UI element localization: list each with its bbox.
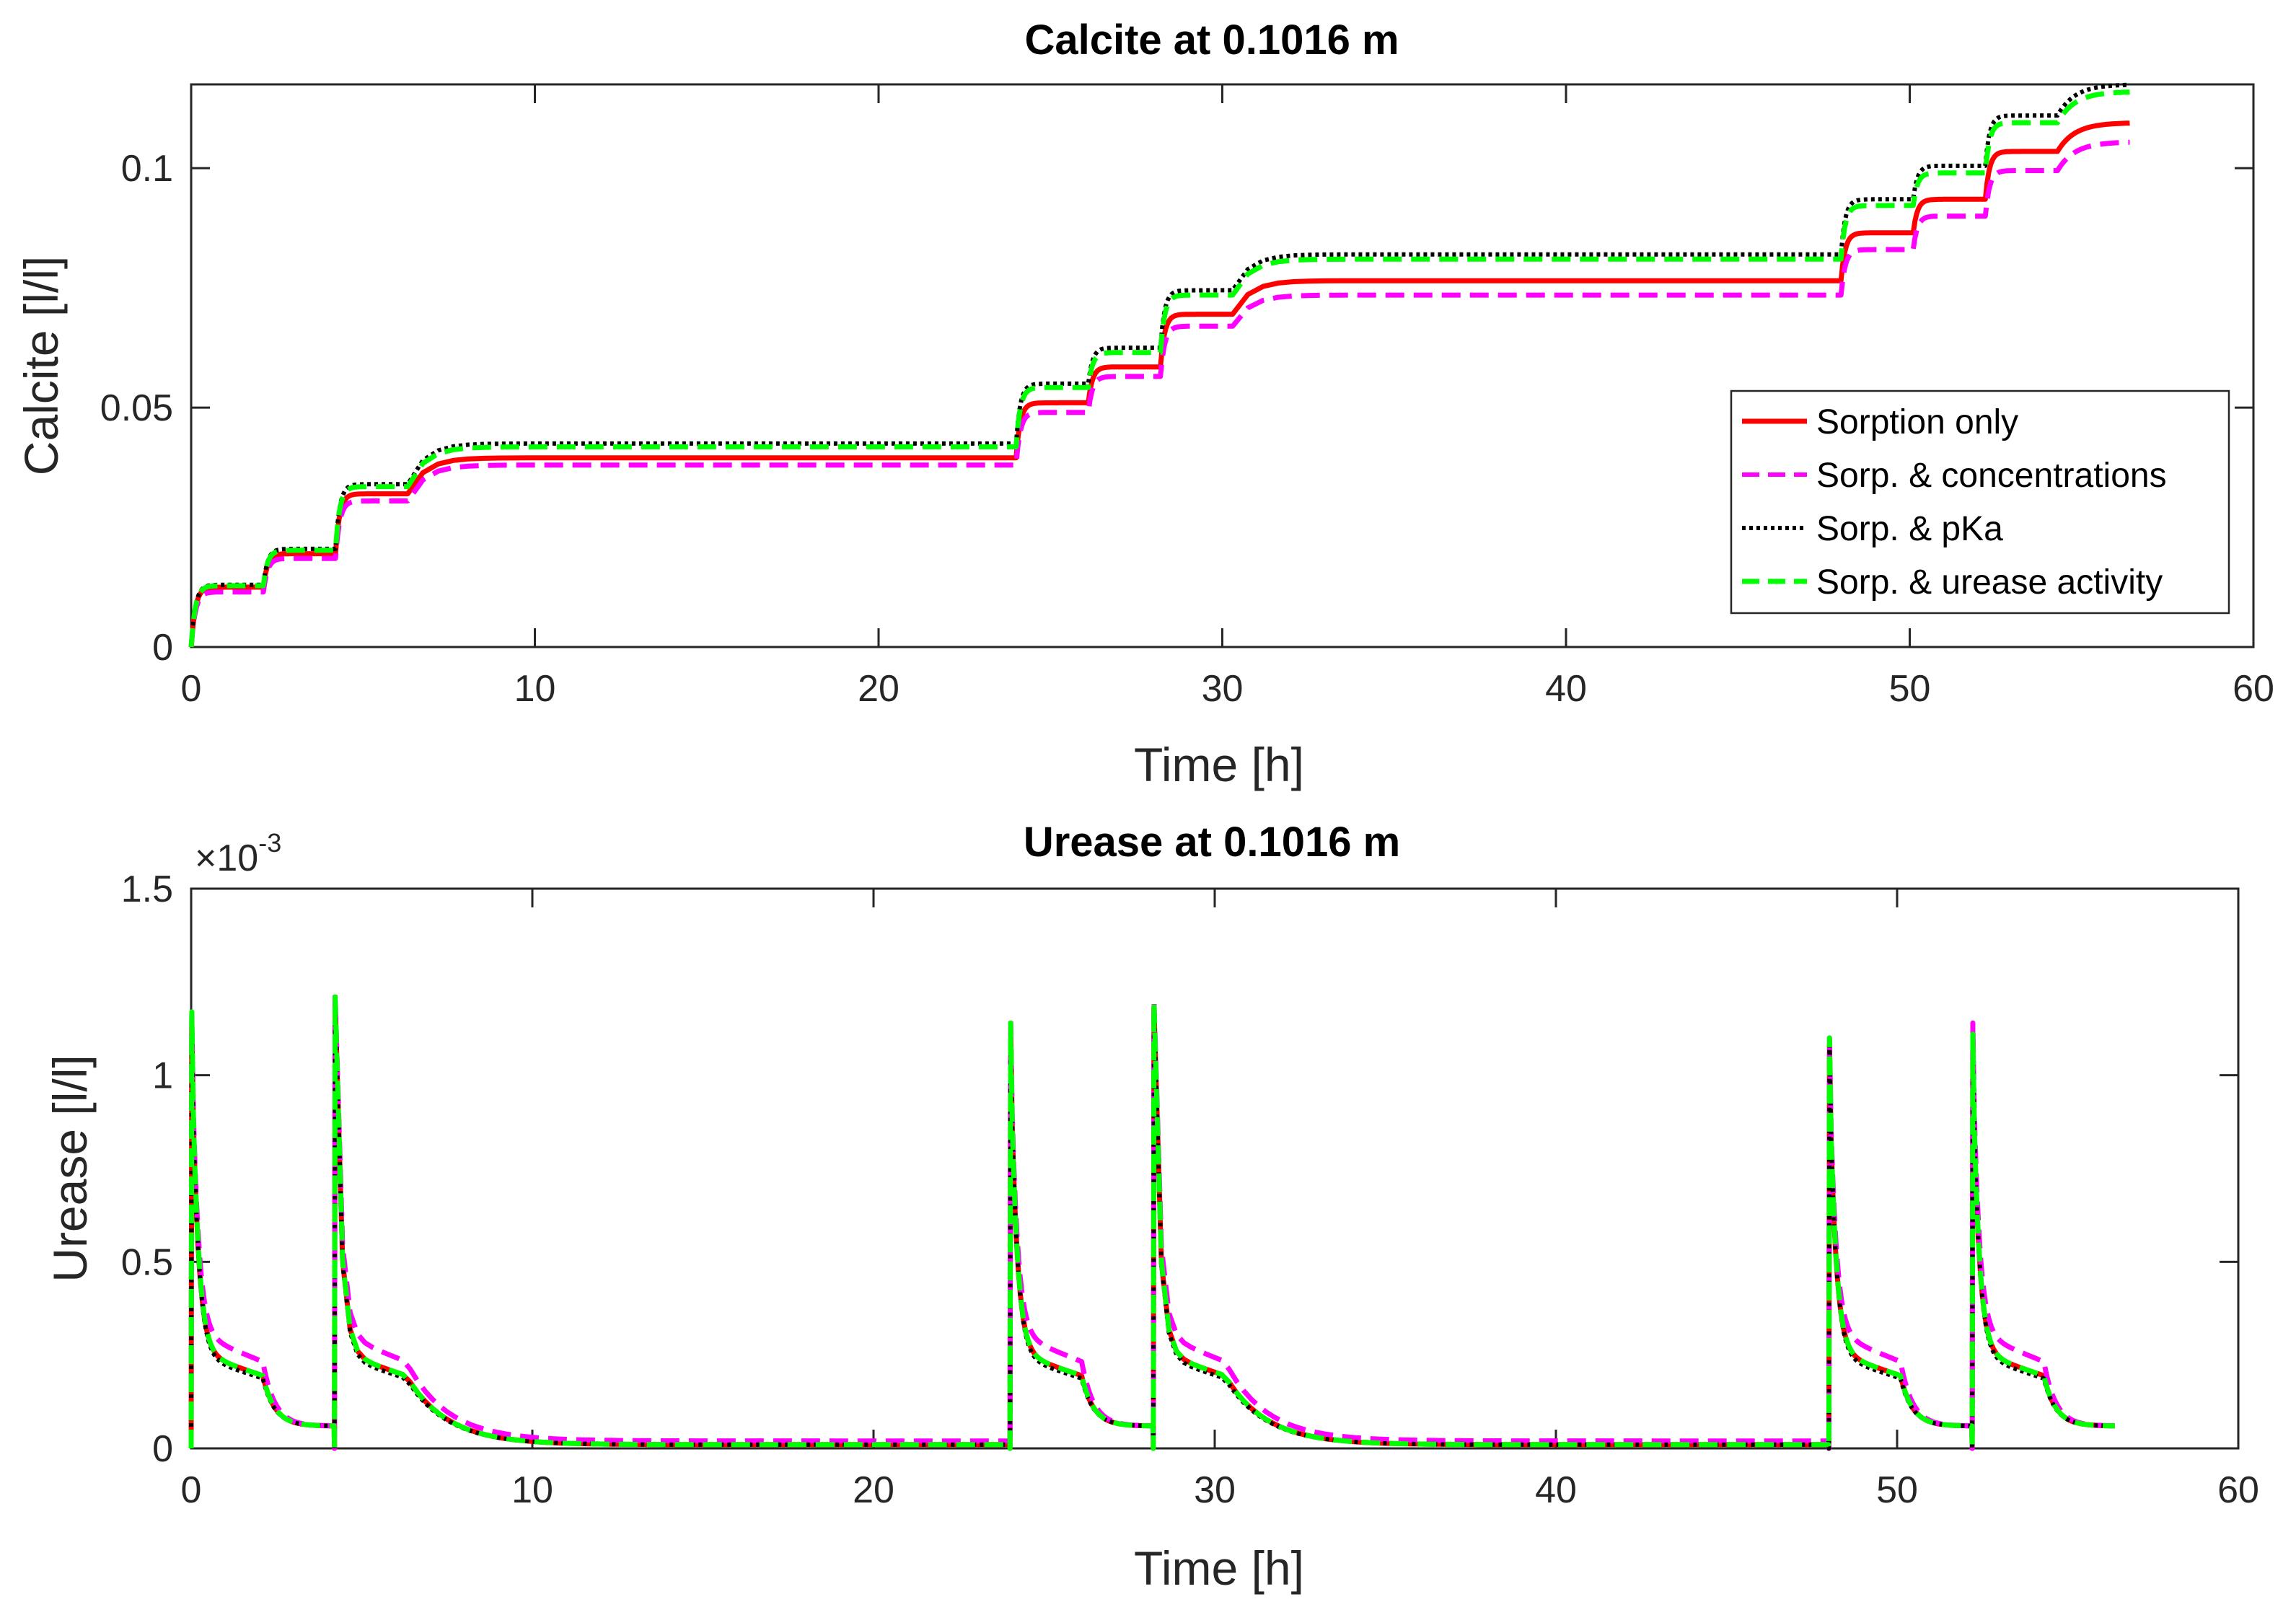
legend-label-pka: Sorp. & pKa — [1816, 510, 2003, 548]
urease-y-tick-label: 1.5 — [121, 868, 173, 910]
urease-y-tick-label: 0.5 — [121, 1241, 173, 1283]
urease-x-tick-label: 60 — [2217, 1469, 2259, 1511]
exponent-base: ×10 — [195, 837, 258, 879]
urease-exponent-label: ×10-3 — [195, 828, 281, 879]
urease-series — [188, 990, 2116, 1451]
calcite-x-axis-label: Time [h] — [1134, 738, 1304, 791]
urease-x-tick-label: 40 — [1535, 1469, 1577, 1511]
calcite-x-tick-label: 40 — [1545, 668, 1587, 710]
legend-box — [1730, 390, 2230, 615]
calcite-x-tick-label: 20 — [858, 668, 900, 710]
calcite-panel: Calcite at 0.1016 m 0 10 20 30 40 50 60 0 0.05 0.… — [14, 17, 2274, 791]
calcite-series — [188, 82, 2131, 648]
urease-y-tick-label: 0 — [152, 1428, 173, 1470]
urease-x-tick-label: 10 — [511, 1469, 553, 1511]
urease-y-tick-label: 1 — [152, 1055, 173, 1097]
calcite-y-axis-label: Calcite [l/l] — [14, 256, 68, 475]
calcite-series-line — [188, 139, 2131, 648]
urease-plot-area — [190, 887, 2240, 1450]
legend: Sorption only Sorp. & concentrations Sor… — [1730, 390, 2230, 615]
urease-y-axis-label: Urease [l/l] — [43, 1055, 97, 1282]
calcite-title: Calcite at 0.1016 m — [1024, 17, 1399, 63]
calcite-series-line — [188, 89, 2131, 648]
calcite-x-tick-label: 10 — [514, 668, 556, 710]
calcite-y-tick-label: 0.05 — [100, 387, 173, 429]
urease-x-tick-label: 0 — [181, 1469, 202, 1511]
urease-x-tick-label: 50 — [1876, 1469, 1918, 1511]
legend-label-concentrations: Sorp. & concentrations — [1816, 457, 2167, 495]
urease-x-axis-label: Time [h] — [1134, 1541, 1304, 1595]
exponent-power: -3 — [258, 828, 281, 858]
calcite-ticks: 0 10 20 30 40 50 60 0 0.05 0.1 — [100, 84, 2274, 710]
legend-label-urease-activity: Sorp. & urease activity — [1816, 563, 2163, 602]
urease-panel: Urease at 0.1016 m 0 10 20 30 40 50 60 0 0.5 1 1.5… — [43, 819, 2259, 1595]
urease-ticks: 0 10 20 30 40 50 60 0 0.5 1 1.5 — [121, 868, 2259, 1511]
legend-label-sorption-only: Sorption only — [1816, 403, 2018, 441]
urease-series-line — [188, 994, 2116, 1451]
urease-title: Urease at 0.1016 m — [1024, 819, 1400, 866]
urease-x-tick-label: 20 — [853, 1469, 894, 1511]
urease-x-tick-label: 30 — [1194, 1469, 1236, 1511]
calcite-y-tick-label: 0.1 — [121, 148, 173, 190]
calcite-x-tick-label: 30 — [1202, 668, 1244, 710]
calcite-y-tick-label: 0 — [152, 627, 173, 669]
calcite-x-tick-label: 60 — [2233, 668, 2274, 710]
calcite-x-tick-label: 0 — [181, 668, 202, 710]
calcite-x-tick-label: 50 — [1889, 668, 1931, 710]
